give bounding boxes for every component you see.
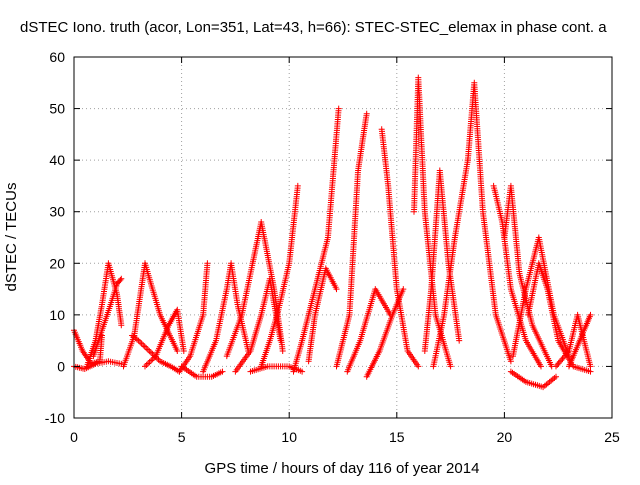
data-point-markers	[566, 311, 594, 370]
data-series-arc	[363, 286, 407, 380]
tick-layer: 0 5 10 15 20 25 -10 0 10 20 30 40 50 60	[45, 49, 620, 445]
data-point-markers	[90, 275, 125, 360]
data-series-arc	[258, 182, 301, 370]
y-tick-label: -10	[45, 410, 65, 426]
data-series-arc	[430, 157, 471, 370]
y-tick-label: 20	[49, 255, 65, 271]
data-point-markers	[290, 105, 342, 375]
data-point-markers	[120, 260, 181, 370]
data-series-arc	[305, 265, 340, 365]
y-tick-label: 50	[49, 101, 65, 117]
data-point-markers	[464, 79, 514, 365]
x-tick-label: 0	[70, 429, 78, 445]
data-series-arc	[507, 368, 559, 391]
x-axis-label: GPS time / hours of day 116 of year 2014	[205, 460, 480, 477]
data-point-markers	[430, 157, 471, 370]
data-series-arc	[142, 306, 187, 370]
data-series-arc	[83, 260, 125, 370]
data-series-arc	[566, 311, 594, 370]
data-point-markers	[507, 368, 559, 391]
data-series-arc	[333, 110, 370, 370]
data-point-markers	[232, 275, 284, 375]
y-tick-label: 60	[49, 49, 65, 65]
data-point-markers	[344, 286, 394, 375]
data-layer	[71, 74, 594, 391]
data-point-markers	[178, 363, 226, 380]
data-point-markers	[129, 332, 183, 375]
grid-layer	[74, 57, 612, 418]
x-tick-label: 5	[178, 429, 186, 445]
data-point-markers	[501, 182, 555, 370]
data-point-markers	[142, 306, 187, 370]
data-series-arc	[200, 260, 252, 375]
y-tick-label: 40	[49, 152, 65, 168]
x-tick-label: 25	[604, 429, 620, 445]
data-point-markers	[258, 182, 301, 370]
data-series-arc	[464, 79, 514, 365]
data-point-markers	[525, 260, 594, 375]
y-tick-label: 10	[49, 307, 65, 323]
x-tick-label: 15	[389, 429, 405, 445]
y-axis-label: dSTEC / TECUs	[3, 183, 20, 292]
data-series-arc	[129, 332, 183, 375]
data-point-markers	[200, 260, 252, 375]
x-tick-label: 10	[281, 429, 297, 445]
y-tick-label: 30	[49, 204, 65, 220]
data-series-arc	[344, 286, 394, 375]
data-point-markers	[333, 110, 370, 370]
plot-frame	[73, 56, 613, 419]
data-series-arc	[501, 182, 555, 370]
data-point-markers	[553, 311, 594, 370]
data-series-arc	[378, 126, 422, 370]
data-point-markers	[83, 260, 125, 370]
data-series-arc	[525, 260, 594, 375]
y-tick-label: 0	[57, 358, 65, 374]
data-series-arc	[290, 105, 342, 375]
data-point-markers	[363, 286, 407, 380]
data-series-arc	[120, 260, 181, 370]
data-point-markers	[378, 126, 422, 370]
data-series-arc	[90, 275, 125, 360]
data-series-arc	[178, 363, 226, 380]
x-tick-label: 20	[497, 429, 513, 445]
data-point-markers	[305, 265, 340, 365]
data-point-markers	[176, 260, 211, 375]
data-series-arc	[232, 275, 284, 375]
data-series-arc	[553, 311, 594, 370]
data-series-arc	[176, 260, 211, 375]
chart-title: dSTEC Iono. truth (acor, Lon=351, Lat=43…	[20, 19, 607, 36]
